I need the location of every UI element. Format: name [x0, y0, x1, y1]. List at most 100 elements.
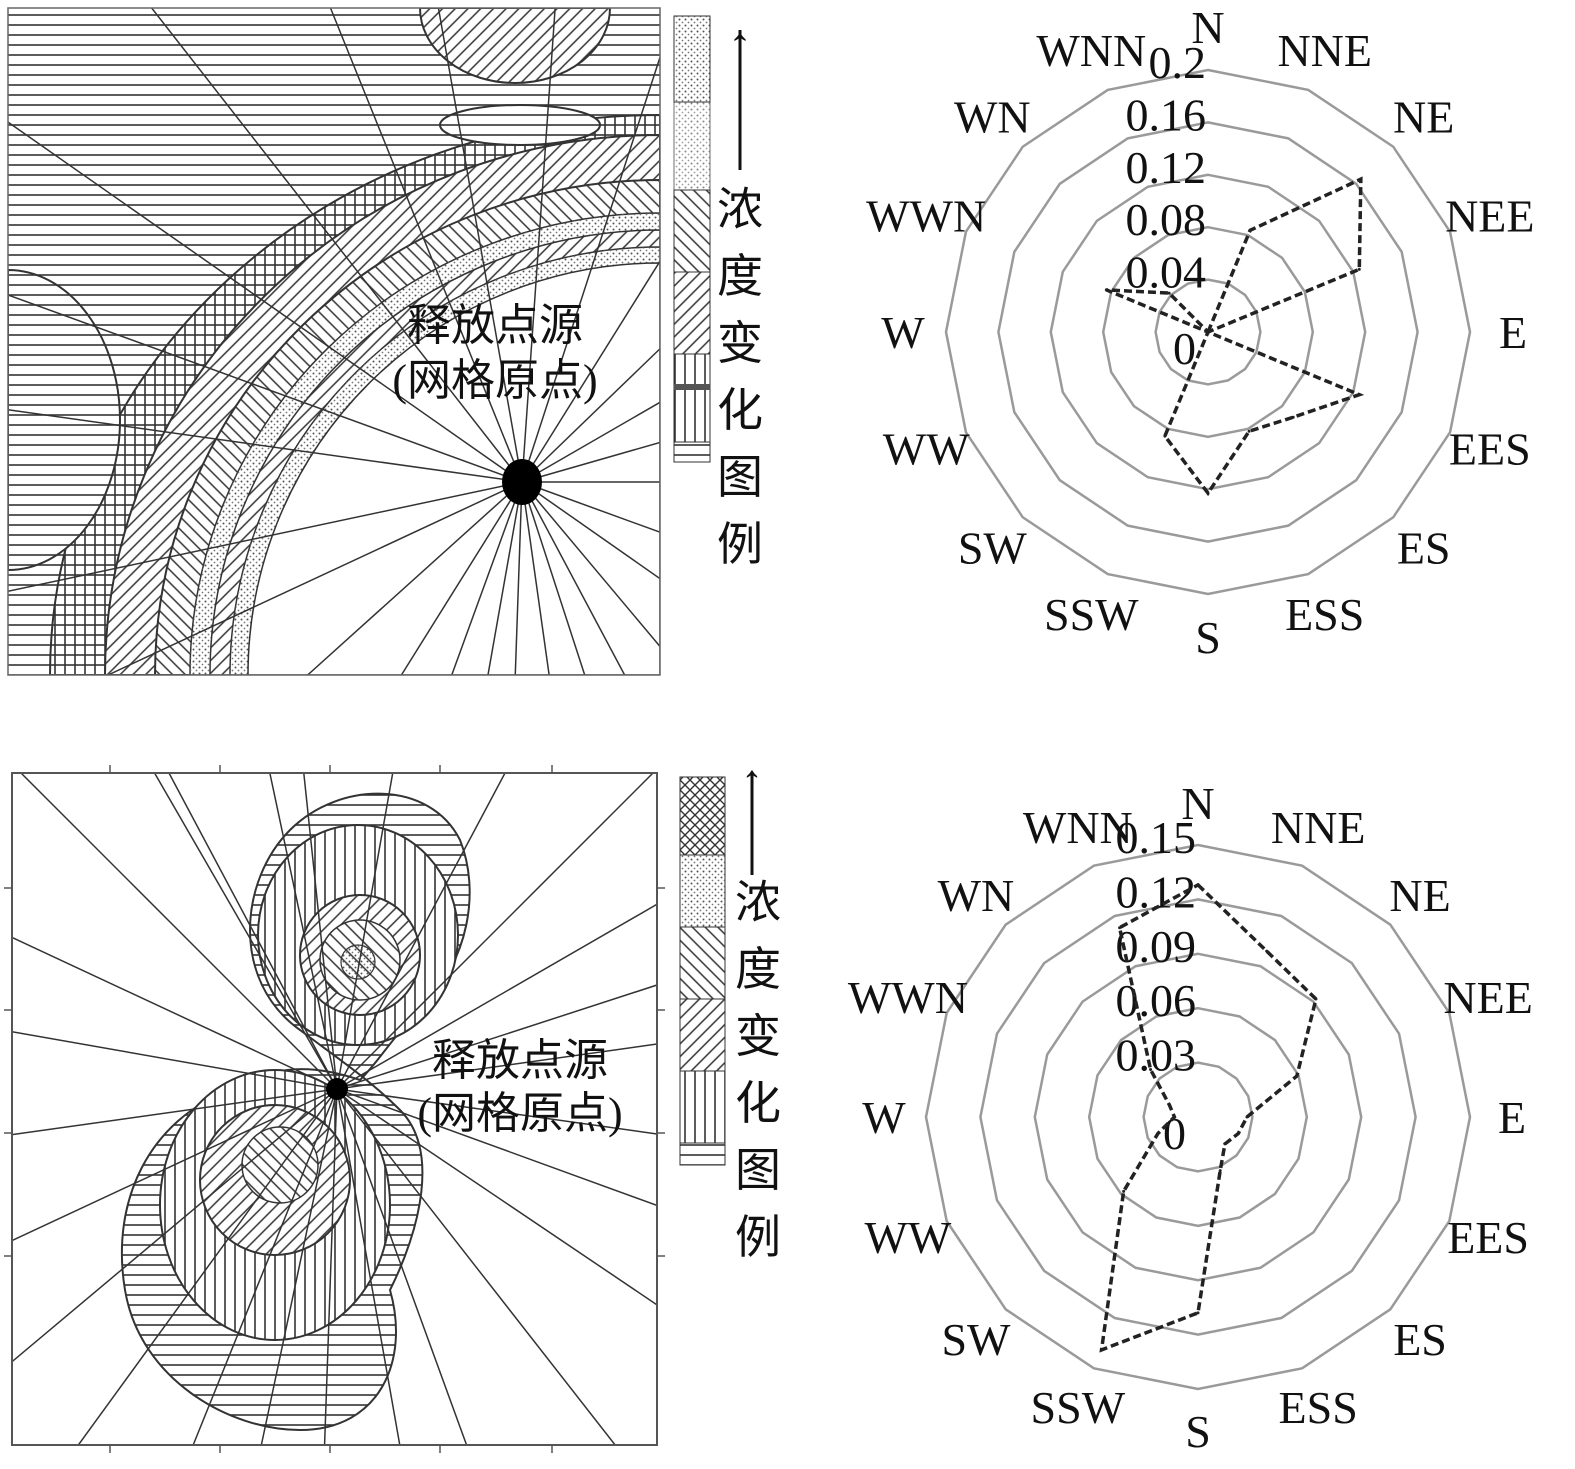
radar-data-point: [1245, 1115, 1249, 1119]
radar-tick-label: 0.06: [1116, 975, 1197, 1026]
grid-ray: [336, 1088, 657, 1207]
map-frame-top: [7, 7, 661, 676]
radar-data-point: [1265, 949, 1269, 953]
legend-title-bottom: 浓 度 变 化 图 例: [735, 877, 781, 1263]
source-label: 释放点源: [407, 301, 583, 350]
radar-tick-label: 0.09: [1116, 921, 1197, 972]
grid-ray: [521, 8, 556, 483]
radar-data-point: [1196, 1311, 1200, 1315]
radar-direction-label: SSW: [1044, 589, 1139, 640]
radar-grid-ring: [1087, 1006, 1309, 1228]
radar-direction-label: EES: [1447, 1212, 1529, 1263]
legend-char: 度: [717, 251, 763, 302]
grid-ray: [8, 481, 523, 592]
grid-rays-top: [8, 8, 660, 675]
radar-direction-label: SW: [958, 523, 1028, 574]
radar-data-point: [1357, 267, 1361, 271]
grid-ray: [307, 481, 523, 675]
legend-char: 图: [735, 1145, 781, 1196]
grid-ray: [521, 441, 660, 483]
grid-ray: [336, 773, 654, 1090]
grid-ray: [521, 481, 660, 533]
grid-ray: [303, 773, 338, 1090]
radar-data-point: [1168, 1103, 1172, 1107]
radar-direction-label: WN: [938, 870, 1015, 921]
source-label: 释放点源: [432, 1036, 608, 1085]
radar-data-point: [1295, 1074, 1299, 1078]
radar-direction-label: NE: [1393, 91, 1454, 142]
radar-tick-label: 0.15: [1116, 812, 1197, 863]
grid-ray: [12, 1030, 338, 1090]
radar-grid-ring: [1154, 278, 1262, 386]
grid-ray: [8, 294, 523, 483]
grid-ray: [336, 1088, 401, 1445]
grid-ray: [521, 260, 660, 483]
radar-tick-label: 0.04: [1126, 247, 1207, 298]
grid-ray: [451, 481, 523, 675]
radar-data-point: [1167, 291, 1171, 295]
radar-grid-ring: [1049, 173, 1367, 491]
radar-direction-label: WWN: [848, 972, 968, 1023]
grid-ray: [8, 409, 523, 483]
legend-char: 变: [717, 318, 763, 369]
radar-data-point: [1359, 177, 1363, 181]
radar-direction-label: WWN: [866, 190, 986, 241]
contour-map-top: [8, 8, 660, 675]
radar-direction-label: W: [881, 307, 925, 358]
radar-direction-label: SSW: [1031, 1382, 1126, 1433]
radar-grid-ring: [979, 898, 1417, 1336]
radar-data-point: [1172, 1115, 1176, 1119]
grid-ray: [514, 481, 523, 675]
radar-data-point: [1196, 883, 1200, 887]
radar-data-point: [1122, 1189, 1126, 1193]
radar-tick-label: 0.08: [1126, 194, 1207, 245]
contour-map-bottom: [12, 773, 657, 1445]
radar-direction-label: S: [1195, 612, 1221, 663]
radar-direction-label: ES: [1393, 1314, 1447, 1365]
legend-title-top: 浓 度 变 化 图 例: [717, 184, 763, 570]
radar-direction-label: ESS: [1279, 1382, 1358, 1433]
legend-char: 例: [717, 519, 763, 570]
radar-direction-label: NNE: [1271, 802, 1366, 853]
radar-direction-label: S: [1185, 1406, 1211, 1457]
radar-tick-label: 0.12: [1126, 142, 1207, 193]
radar-data-point: [1314, 997, 1318, 1001]
source-sublabel: (网格原点): [392, 356, 597, 405]
axis-ticks-bottom: [4, 765, 665, 1453]
radar-direction-label: NEE: [1443, 972, 1532, 1023]
grid-ray: [329, 8, 523, 483]
radar-data-series: [1105, 176, 1365, 497]
legend-char: 度: [735, 944, 781, 995]
grid-ray: [521, 481, 586, 675]
grid-ray: [336, 984, 657, 1090]
radar-direction-label: NNE: [1277, 25, 1372, 76]
radar-data-point: [1247, 429, 1251, 433]
radar-direction-label: SW: [941, 1314, 1011, 1365]
radar-data-point: [1104, 288, 1108, 292]
grid-ray: [77, 1088, 338, 1445]
radar-tick-label: 0.03: [1116, 1030, 1197, 1081]
radar-tick-label: 0: [1163, 1108, 1186, 1159]
contour-zone-top-circle: [420, 8, 610, 83]
legend-char: 化: [717, 385, 763, 436]
grid-rays-bottom: [12, 773, 657, 1445]
radar-data-point: [1149, 1068, 1153, 1072]
legend-char: 浓: [735, 877, 781, 928]
radar-direction-label: N: [1181, 778, 1214, 829]
grid-ray: [400, 481, 523, 675]
radar-chart-bottom: 00.030.060.090.120.15N NNENENEEEEESESESSS…: [848, 778, 1533, 1457]
grid-ray: [8, 121, 523, 483]
radar-direction-label: EES: [1449, 424, 1531, 475]
grid-ray: [521, 401, 660, 483]
radar-chart-top: 00.040.080.120.160.2N NNENENEEEEESESESSSS…: [866, 2, 1534, 663]
grid-ray: [336, 773, 394, 1090]
radar-direction-label: E: [1499, 307, 1527, 358]
radar-data-point: [1291, 415, 1295, 419]
radar-grid-ring: [1142, 1061, 1254, 1173]
radar-grid-ring: [997, 121, 1419, 543]
radar-direction-label: ESS: [1285, 589, 1364, 640]
grid-ray: [521, 481, 660, 580]
radar-data-series: [1099, 882, 1318, 1353]
grid-ray: [487, 481, 523, 675]
radar-grid-ring: [924, 843, 1472, 1391]
